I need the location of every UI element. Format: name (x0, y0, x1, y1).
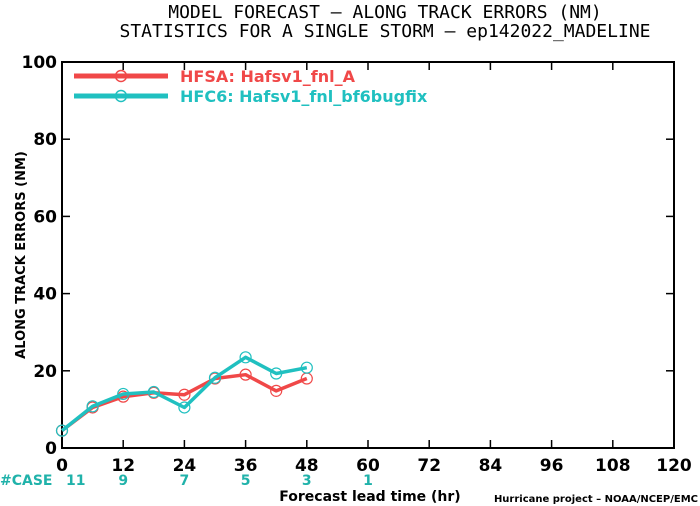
legend-label-hfsa: HFSA: Hafsv1_fnl_A (180, 67, 356, 86)
series-layer (55, 351, 313, 437)
x-tick-label: 60 (356, 456, 380, 476)
data-point (55, 424, 69, 437)
plot-frame (61, 61, 675, 449)
case-count: 11 (66, 473, 85, 489)
y-axis-ticks: 0 20 40 60 80 100 (22, 53, 674, 459)
legend-label-hfc6: HFC6: Hafsv1_fnl_bf6bugfix (180, 87, 428, 106)
y-tick-label: 100 (22, 53, 58, 73)
data-point (270, 367, 283, 380)
data-point (178, 388, 191, 401)
case-count: 5 (241, 473, 251, 489)
x-axis-ticks: 0 12 24 36 48 60 72 84 96 108 120 (56, 62, 692, 476)
x-tick-label: 48 (295, 456, 319, 476)
data-point (86, 400, 99, 413)
data-point (239, 351, 252, 364)
data-point (270, 384, 283, 397)
x-axis-label: Forecast lead time (hr) (279, 489, 460, 505)
y-tick-label: 60 (33, 207, 57, 227)
x-tick-label: 96 (540, 456, 564, 476)
y-tick-label: 40 (33, 285, 57, 305)
x-tick-label: 72 (417, 456, 441, 476)
legend-marker-hfc6 (114, 89, 128, 103)
x-tick-label: 24 (173, 456, 197, 476)
data-point (147, 385, 160, 399)
series-line-1 (60, 355, 308, 432)
y-tick-label: 80 (33, 130, 57, 150)
chart-subtitle: STATISTICS FOR A SINGLE STORM – ep142022… (119, 21, 650, 42)
data-point (208, 371, 222, 384)
credit-text: Hurricane project – NOAA/NCEP/EMC (494, 494, 698, 505)
data-point (178, 401, 191, 414)
x-tick-label: 12 (111, 456, 135, 476)
data-point (117, 387, 130, 401)
case-count: 3 (302, 473, 312, 489)
x-tick-label: 36 (234, 456, 258, 476)
data-point (300, 361, 313, 374)
case-count: 7 (180, 473, 190, 489)
case-counts: 11 9 7 5 3 1 (66, 473, 373, 489)
legend-marker-hfsa (114, 69, 128, 83)
case-label: #CASE (0, 473, 53, 489)
x-tick-label: 84 (479, 456, 503, 476)
y-tick-label: 20 (33, 362, 57, 382)
y-axis-label: ALONG TRACK ERRORS (NM) (14, 151, 29, 359)
x-tick-label: 108 (595, 456, 631, 476)
data-point (239, 368, 252, 381)
legend: HFSA: Hafsv1_fnl_A HFC6: Hafsv1_fnl_bf6b… (74, 67, 428, 106)
x-tick-label: 120 (656, 456, 692, 476)
x-tick-label: 0 (56, 456, 68, 476)
chart-title: MODEL FORECAST – ALONG TRACK ERRORS (NM) (168, 2, 601, 23)
case-count: 1 (363, 473, 373, 489)
case-count: 9 (118, 473, 128, 489)
y-tick-label: 0 (45, 439, 57, 459)
